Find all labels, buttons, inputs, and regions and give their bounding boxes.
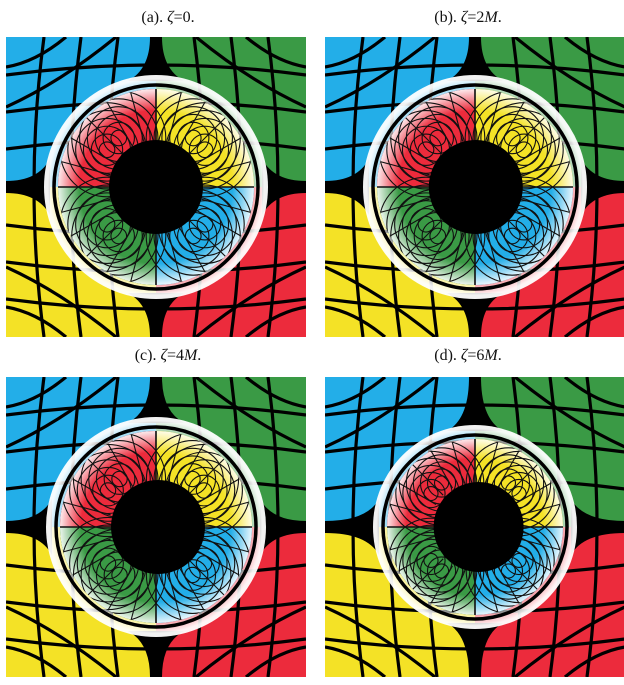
caption-b-end: . (497, 9, 502, 26)
panel-c-cusps (6, 377, 306, 677)
caption-b-label: (b). (434, 9, 457, 26)
caption-c-end: . (197, 347, 202, 364)
caption-b-symbol: ζ (460, 9, 468, 26)
panel-c-image (6, 377, 306, 677)
panel-b-cusps (325, 37, 624, 337)
panel-c-einstein-ring (54, 425, 258, 629)
caption-c-symbol: ζ (160, 347, 167, 364)
panel-a-cusps (6, 37, 306, 337)
caption-d-value: =6 (467, 347, 485, 364)
caption-a-symbol: ζ (167, 9, 174, 26)
caption-b: (b). ζ=2M. (318, 8, 618, 28)
caption-a-value: =0. (173, 9, 195, 26)
panel-d-einstein-ring (381, 433, 569, 621)
panel-c-black-hole-shadow (111, 480, 205, 574)
panel-a-black-hole-shadow (109, 140, 203, 234)
caption-c-value: =4 (166, 347, 184, 364)
caption-c-label: (c). (134, 347, 157, 364)
panel-b-image (325, 37, 624, 337)
caption-c-unit: M (183, 347, 198, 364)
caption-b-value: =2 (467, 9, 485, 26)
panel-b-black-hole-shadow (428, 140, 523, 234)
caption-d-symbol: ζ (460, 347, 468, 364)
panel-c-grid (6, 377, 306, 677)
panel-a-image (6, 37, 306, 337)
caption-a: (a). ζ=0. (18, 8, 318, 28)
panel-d-black-hole-shadow (433, 482, 524, 572)
caption-c: (c). ζ=4M. (18, 346, 318, 366)
panel-d-cusps (325, 377, 624, 677)
panel-d-image (325, 377, 624, 677)
panel-b-einstein-ring (371, 83, 579, 291)
caption-d-end: . (497, 347, 502, 364)
caption-a-label: (a). (141, 9, 164, 26)
caption-d: (d). ζ=6M. (318, 346, 618, 366)
panel-a-einstein-ring (52, 83, 260, 291)
caption-d-unit: M (484, 347, 498, 364)
caption-d-label: (d). (434, 347, 457, 364)
caption-b-unit: M (484, 9, 498, 26)
